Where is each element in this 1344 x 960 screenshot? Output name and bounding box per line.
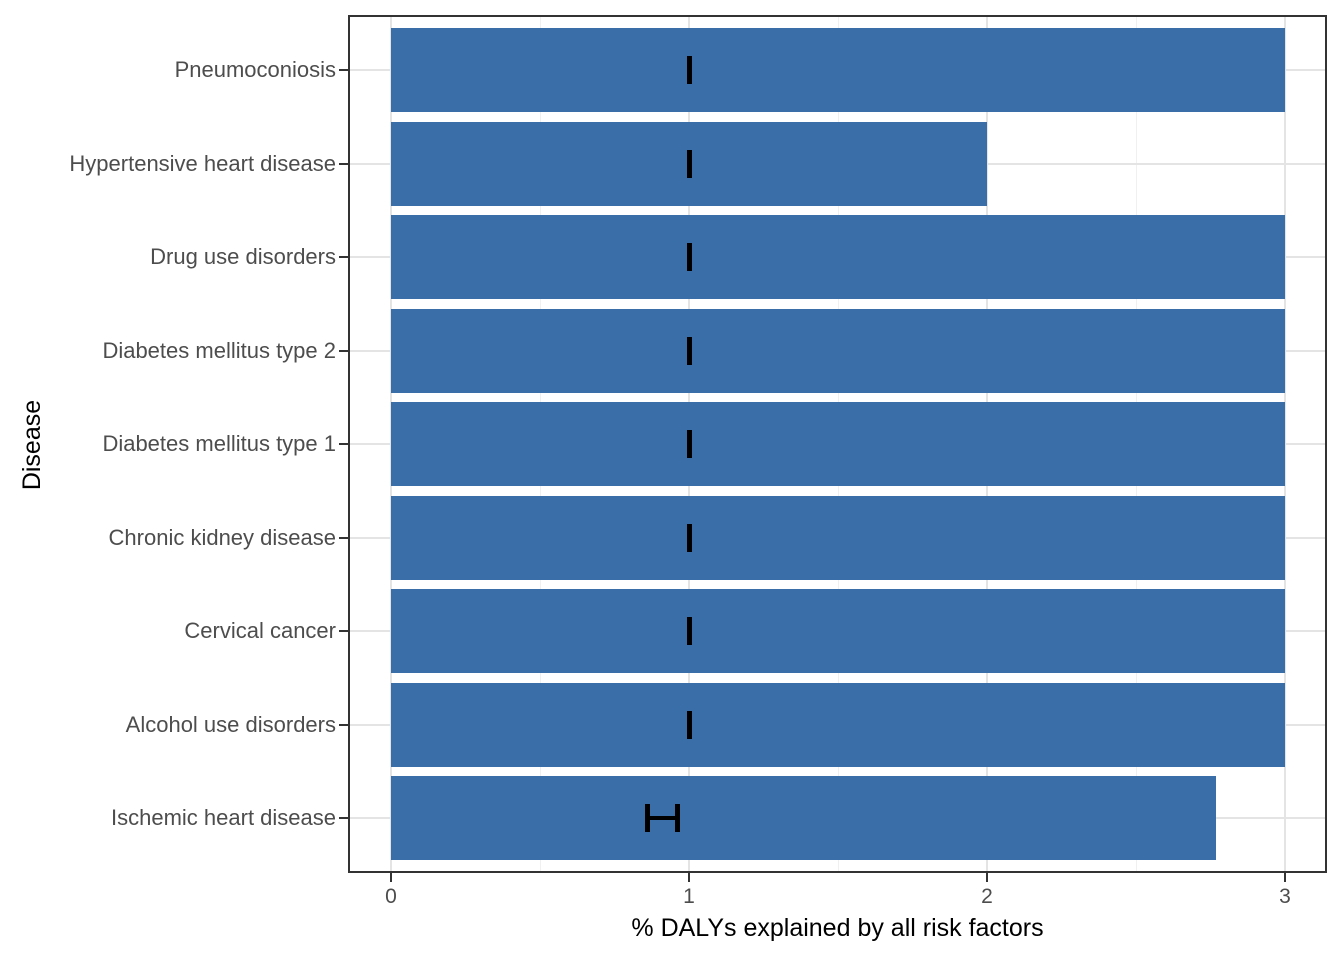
- error-bar-cap: [674, 804, 680, 832]
- bar: [391, 28, 1285, 112]
- y-tick-label: Alcohol use disorders: [125, 711, 336, 737]
- bar: [391, 776, 1217, 860]
- x-tick-label: 2: [981, 885, 993, 908]
- y-tick-label: Ischemic heart disease: [111, 805, 336, 830]
- error-bar-cap: [644, 804, 650, 832]
- x-tick-label: 3: [1279, 885, 1291, 908]
- y-tick-label: Hypertensive heart disease: [69, 150, 336, 176]
- bar: [391, 308, 1285, 393]
- y-tick-label: Diabetes mellitus type 1: [102, 431, 336, 456]
- x-tick-label: 1: [683, 885, 695, 908]
- y-tick-mark: [339, 630, 348, 632]
- error-bar-cap: [686, 523, 692, 552]
- error-bar-line: [647, 816, 678, 820]
- error-bar-cap: [686, 710, 692, 739]
- bar: [391, 215, 1285, 299]
- x-tick-mark: [688, 873, 690, 882]
- x-tick-label: 0: [385, 885, 397, 908]
- y-tick-mark: [339, 817, 348, 819]
- x-tick-mark: [390, 873, 392, 882]
- y-tick-mark: [339, 69, 348, 71]
- plot-panel: [348, 15, 1327, 873]
- error-bar-cap: [686, 617, 692, 645]
- y-tick-mark: [339, 443, 348, 445]
- y-tick-mark: [339, 349, 348, 352]
- y-tick-mark: [339, 536, 348, 539]
- y-tick-mark: [339, 162, 348, 165]
- y-tick-mark: [339, 256, 348, 258]
- error-bar-cap: [686, 56, 692, 84]
- bar: [391, 589, 1285, 673]
- error-bar-cap: [686, 243, 692, 271]
- bar: [391, 495, 1285, 580]
- error-bar-cap: [686, 149, 692, 178]
- y-axis-title: Disease: [18, 399, 46, 491]
- x-axis-title: % DALYs explained by all risk factors: [631, 914, 1044, 942]
- y-tick-label: Drug use disorders: [150, 244, 336, 269]
- error-bar-cap: [686, 430, 692, 458]
- y-tick-label: Cervical cancer: [184, 618, 336, 643]
- y-tick-label: Pneumoconiosis: [174, 57, 336, 82]
- bar: [391, 402, 1285, 486]
- x-tick-mark: [986, 873, 988, 882]
- y-tick-label: Chronic kidney disease: [108, 524, 336, 550]
- y-tick-mark: [339, 723, 348, 726]
- bar: [391, 682, 1285, 767]
- y-tick-label: Diabetes mellitus type 2: [102, 337, 336, 363]
- error-bar-cap: [686, 336, 692, 365]
- x-tick-mark: [1284, 873, 1286, 882]
